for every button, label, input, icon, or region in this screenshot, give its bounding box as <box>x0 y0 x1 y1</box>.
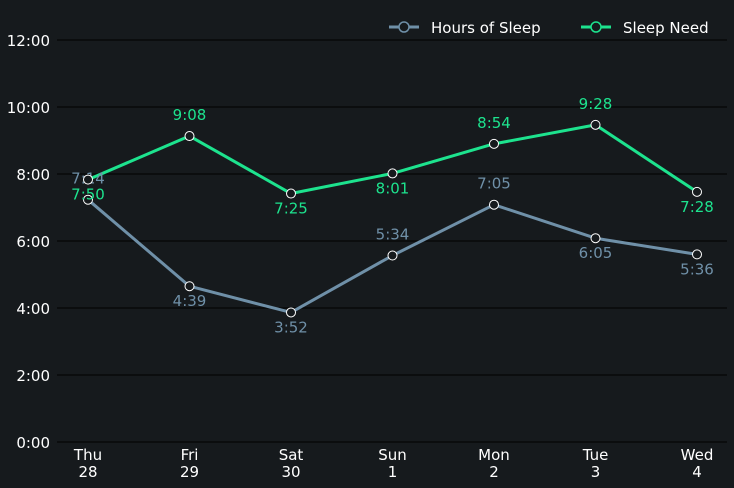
x-tick-date: 1 <box>388 463 398 481</box>
data-point[interactable] <box>83 174 93 185</box>
data-point[interactable] <box>387 250 398 261</box>
legend: Hours of Sleep Sleep Need <box>389 19 709 37</box>
legend-marker-sleep-need <box>590 21 602 33</box>
data-label: 5:36 <box>680 260 714 278</box>
x-tick-date: 4 <box>692 463 702 481</box>
data-label: 7:05 <box>477 175 511 193</box>
y-tick-label: 2:00 <box>16 367 50 385</box>
legend-label-sleep-need: Sleep Need <box>623 19 709 37</box>
x-tick-day: Sun <box>378 446 407 464</box>
legend-label-hours-of-sleep: Hours of Sleep <box>431 19 541 37</box>
data-point[interactable] <box>387 168 398 179</box>
y-tick-label: 8:00 <box>16 166 50 184</box>
x-tick-date: 28 <box>78 463 97 481</box>
data-point[interactable] <box>692 249 702 260</box>
data-label: 9:08 <box>173 106 207 124</box>
data-label: 7:50 <box>71 186 105 204</box>
x-tick-date: 30 <box>281 463 300 481</box>
data-label: 5:34 <box>376 226 410 244</box>
data-label: 8:01 <box>376 179 410 197</box>
data-point[interactable] <box>184 281 195 292</box>
data-point[interactable] <box>184 131 195 142</box>
x-tick-date: 2 <box>489 463 499 481</box>
data-point[interactable] <box>692 186 702 197</box>
data-point[interactable] <box>286 188 296 199</box>
data-point[interactable] <box>286 307 296 318</box>
data-label: 4:39 <box>173 292 207 310</box>
data-label: 7:25 <box>274 200 308 218</box>
legend-item-hours-of-sleep[interactable]: Hours of Sleep <box>389 19 541 37</box>
y-tick-label: 12:00 <box>7 32 50 50</box>
data-label: 9:28 <box>579 95 613 113</box>
x-tick-day: Sat <box>279 446 304 464</box>
x-tick-day: Thu <box>73 446 102 464</box>
points-sleep-need: 7:50 9:08 7:25 8:01 8:54 9:28 7:28 <box>71 95 714 218</box>
x-tick-day: Wed <box>681 446 714 464</box>
data-label: 6:05 <box>579 244 613 262</box>
x-tick-day: Mon <box>478 446 510 464</box>
data-point[interactable] <box>83 194 93 205</box>
y-tick-label: 0:00 <box>16 434 50 452</box>
data-label: 7:28 <box>680 198 714 216</box>
x-tick-date: 29 <box>180 463 199 481</box>
data-label: 8:54 <box>477 114 511 132</box>
y-axis: 0:00 2:00 4:00 6:00 8:00 10:00 12:00 <box>7 32 50 452</box>
x-tick-date: 3 <box>591 463 601 481</box>
y-tick-label: 10:00 <box>7 99 50 117</box>
data-label: 3:52 <box>274 318 308 336</box>
x-tick-day: Tue <box>582 446 609 464</box>
data-point[interactable] <box>489 138 499 149</box>
points-hours-of-sleep: 7:144:393:525:347:056:055:36 <box>71 170 714 337</box>
series-layer: 7:144:393:525:347:056:055:367:509:087:25… <box>71 95 714 337</box>
legend-item-sleep-need[interactable]: Sleep Need <box>581 19 709 37</box>
data-point[interactable] <box>590 233 601 244</box>
y-tick-label: 6:00 <box>16 233 50 251</box>
data-point[interactable] <box>590 119 601 130</box>
y-tick-label: 4:00 <box>16 300 50 318</box>
x-tick-day: Fri <box>181 446 199 464</box>
data-point[interactable] <box>489 199 499 210</box>
legend-marker-hours-of-sleep <box>398 21 410 33</box>
